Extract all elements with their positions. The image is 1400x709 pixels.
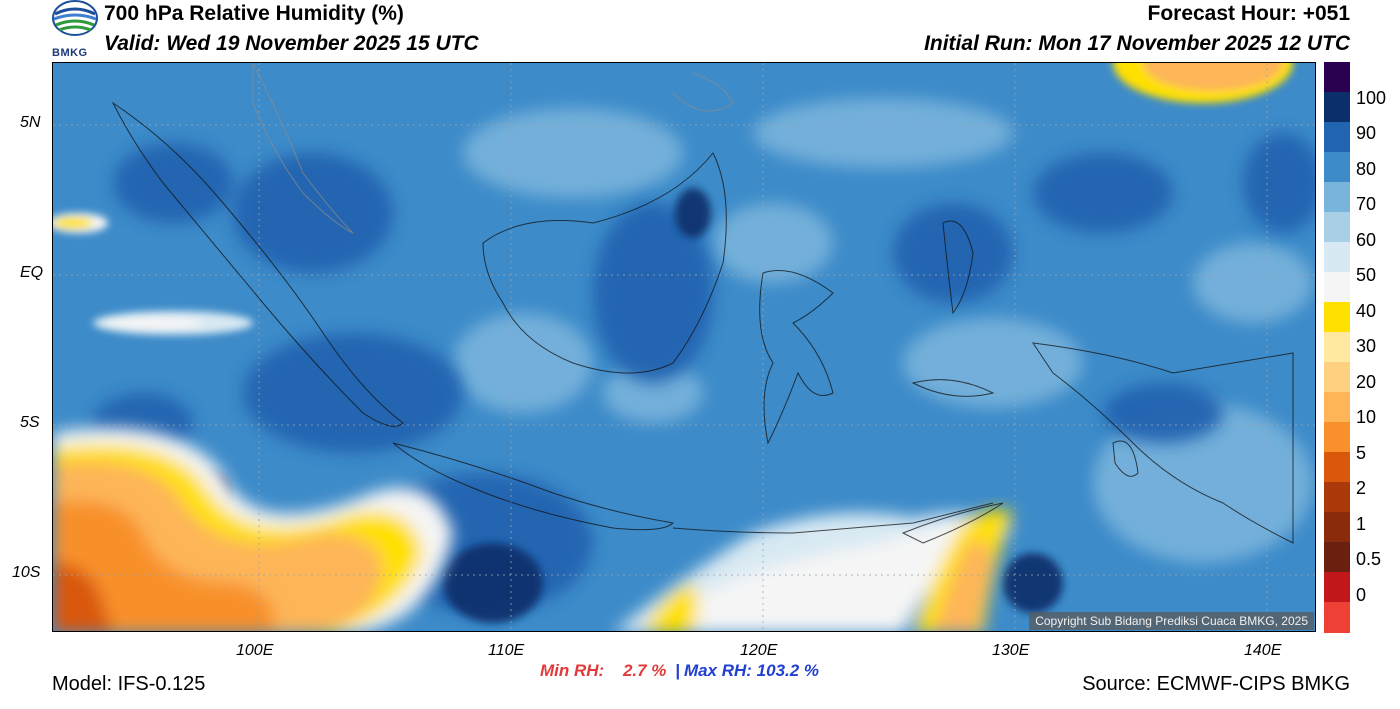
lat-tick-label: 10S — [12, 564, 41, 581]
lon-tick-label: 110E — [488, 642, 525, 659]
colorbar-segment — [1324, 512, 1350, 543]
colorbar-segment — [1324, 92, 1350, 123]
logo-text: BMKG — [52, 47, 88, 59]
colorbar-label: 80 — [1356, 159, 1377, 179]
colorbar-label: 100 — [1356, 88, 1387, 108]
colorbar-segment — [1324, 122, 1350, 153]
colorbar-label: 20 — [1356, 372, 1377, 392]
colorbar-label: 40 — [1356, 301, 1377, 321]
colorbar-segment — [1324, 422, 1350, 453]
colorbar-segment — [1324, 62, 1350, 93]
colorbar-segment — [1324, 272, 1350, 303]
lat-tick-label: 5S — [20, 414, 40, 431]
lon-tick-label: 120E — [740, 642, 778, 659]
chart-title: 700 hPa Relative Humidity (%) — [104, 2, 404, 25]
min-rh-value: 2.7 % — [622, 661, 667, 680]
humidity-map — [52, 62, 1316, 632]
max-rh-label: Max RH: 103.2 % — [683, 661, 820, 680]
map-canvas — [53, 63, 1315, 631]
colorbar-label: 2 — [1356, 478, 1367, 498]
forecast-hour: Forecast Hour: +051 — [1147, 2, 1351, 25]
colorbar-label: 1 — [1356, 514, 1367, 534]
initial-run: Initial Run: Mon 17 November 2025 12 UTC — [924, 32, 1350, 55]
colorbar-segment — [1324, 212, 1350, 243]
colorbar-segment — [1324, 572, 1350, 603]
colorbar-label: 90 — [1356, 123, 1377, 143]
colorbar-label: 30 — [1356, 336, 1377, 356]
colorbar-segment — [1324, 362, 1350, 393]
colorbar-segment — [1324, 182, 1350, 213]
bmkg-logo-icon — [50, 0, 100, 60]
valid-time: Valid: Wed 19 November 2025 15 UTC — [104, 32, 479, 55]
copyright-notice: Copyright Sub Bidang Prediksi Cuaca BMKG… — [1029, 612, 1314, 630]
colorbar-label: 5 — [1356, 443, 1367, 463]
colorbar-label: 0 — [1356, 585, 1367, 605]
stats-separator: | — [675, 661, 680, 680]
colorbar — [1324, 62, 1350, 633]
colorbar-segment — [1324, 302, 1350, 333]
colorbar-label: 60 — [1356, 230, 1377, 250]
colorbar-segment — [1324, 242, 1350, 273]
model-label: Model: IFS-0.125 — [52, 673, 206, 695]
source-label: Source: ECMWF-CIPS BMKG — [1082, 673, 1350, 695]
colorbar-label: 10 — [1356, 407, 1377, 427]
lon-tick-label: 140E — [1244, 642, 1282, 659]
rh-statistics: Min RH: 2.7 % | Max RH: 103.2 % — [540, 661, 819, 681]
colorbar-label: 50 — [1356, 265, 1377, 285]
colorbar-segment — [1324, 542, 1350, 573]
min-rh-label: Min RH: — [540, 661, 605, 680]
colorbar-segment — [1324, 482, 1350, 513]
colorbar-label: 70 — [1356, 194, 1377, 214]
colorbar-segment — [1324, 452, 1350, 483]
lat-tick-label: EQ — [20, 264, 44, 281]
lon-tick-label: 130E — [992, 642, 1030, 659]
lat-tick-label: 5N — [20, 114, 41, 131]
colorbar-segment — [1324, 332, 1350, 363]
colorbar-segment — [1324, 392, 1350, 423]
colorbar-segment — [1324, 152, 1350, 183]
lon-tick-label: 100E — [236, 642, 274, 659]
colorbar-label: 0.5 — [1356, 549, 1382, 569]
colorbar-segment — [1324, 602, 1350, 633]
